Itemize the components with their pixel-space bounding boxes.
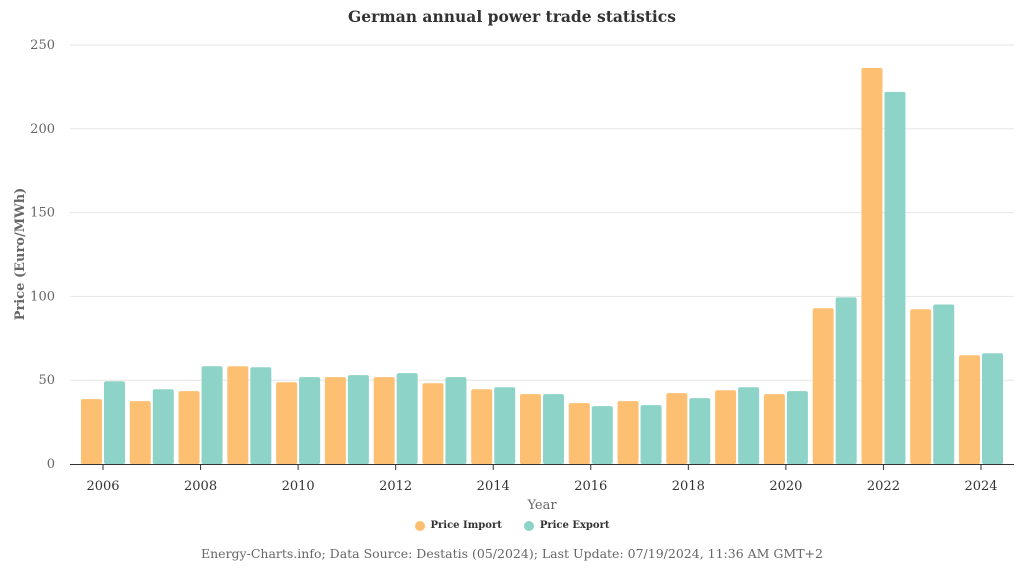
bar-import-2011 bbox=[324, 377, 346, 464]
legend-label-export: Price Export bbox=[539, 520, 610, 531]
bar-export-2022 bbox=[884, 91, 906, 464]
bar-import-2024 bbox=[959, 355, 980, 464]
bar-export-2019 bbox=[738, 387, 760, 464]
bar-export-2015 bbox=[543, 394, 564, 464]
bar-import-2012 bbox=[373, 377, 395, 464]
y-tick-label: 150 bbox=[30, 206, 55, 221]
legend-swatch-import bbox=[414, 520, 425, 531]
bar-import-2010 bbox=[276, 382, 298, 464]
legend-swatch-export bbox=[523, 520, 534, 531]
bar-import-2013 bbox=[422, 383, 444, 464]
bar-export-2017 bbox=[640, 405, 662, 464]
bar-import-2020 bbox=[763, 394, 785, 464]
bar-import-2015 bbox=[520, 394, 541, 464]
y-tick-label: 50 bbox=[38, 373, 55, 388]
bar-import-2021 bbox=[812, 308, 834, 464]
x-tick-label: 2012 bbox=[379, 479, 412, 494]
x-tick-label: 2022 bbox=[867, 479, 900, 494]
bar-export-2011 bbox=[347, 375, 369, 464]
legend-item-import[interactable]: Price Import bbox=[414, 520, 502, 531]
x-tick-label: 2024 bbox=[964, 479, 997, 494]
bar-import-2014 bbox=[471, 389, 493, 464]
bar-export-2020 bbox=[786, 391, 808, 464]
y-tick-label: 200 bbox=[30, 122, 55, 137]
y-tick-label: 0 bbox=[47, 457, 55, 472]
bar-import-2016 bbox=[568, 403, 590, 464]
x-tick-label: 2016 bbox=[574, 479, 607, 494]
bar-import-2006 bbox=[81, 399, 102, 464]
bar-export-2012 bbox=[396, 373, 418, 464]
x-axis-title: Year bbox=[526, 498, 557, 513]
legend-label-import: Price Import bbox=[430, 520, 502, 531]
x-tick-label: 2008 bbox=[184, 479, 217, 494]
y-tick-label: 250 bbox=[30, 38, 55, 53]
bar-export-2024 bbox=[982, 353, 1003, 464]
x-tick-label: 2006 bbox=[86, 479, 119, 494]
chart-title: German annual power trade statistics bbox=[348, 7, 676, 26]
bar-export-2013 bbox=[445, 377, 467, 464]
bar-export-2018 bbox=[689, 398, 711, 464]
bar-export-2007 bbox=[152, 389, 174, 464]
bar-export-2014 bbox=[494, 387, 516, 464]
bar-export-2009 bbox=[250, 367, 272, 464]
bar-import-2022 bbox=[861, 67, 883, 465]
bar-import-2007 bbox=[129, 401, 151, 464]
y-tick-label: 100 bbox=[30, 289, 55, 304]
bar-import-2018 bbox=[666, 393, 688, 464]
x-tick-label: 2018 bbox=[672, 479, 705, 494]
bar-import-2008 bbox=[178, 391, 200, 464]
x-tick-label: 2020 bbox=[769, 479, 802, 494]
x-tick-label: 2014 bbox=[477, 479, 510, 494]
bar-import-2017 bbox=[617, 401, 639, 464]
bar-import-2009 bbox=[227, 366, 249, 464]
bar-export-2021 bbox=[835, 297, 857, 464]
legend-item-export[interactable]: Price Export bbox=[523, 520, 610, 531]
source-footer: Energy-Charts.info; Data Source: Destati… bbox=[201, 546, 823, 561]
bar-export-2016 bbox=[591, 406, 613, 464]
legend: Price Import Price Export bbox=[0, 520, 1024, 531]
bar-export-2010 bbox=[299, 377, 321, 464]
y-axis-title: Price (Euro/MWh) bbox=[13, 188, 28, 321]
bar-export-2023 bbox=[933, 304, 955, 464]
bar-import-2023 bbox=[910, 309, 932, 464]
x-tick-label: 2010 bbox=[282, 479, 315, 494]
bar-export-2008 bbox=[201, 366, 223, 464]
bar-import-2019 bbox=[715, 390, 737, 464]
bar-export-2006 bbox=[104, 381, 125, 464]
